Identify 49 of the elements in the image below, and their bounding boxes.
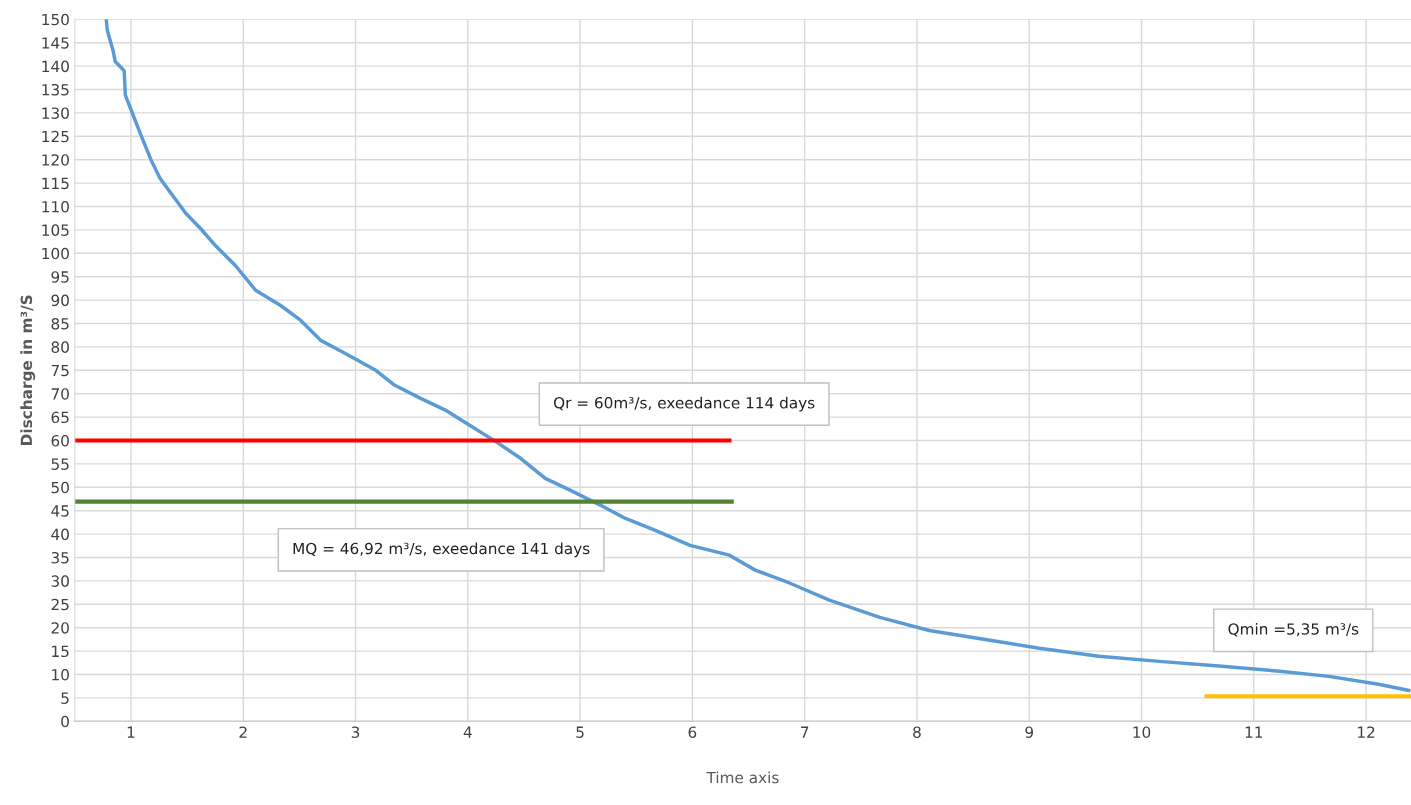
y-tick-label: 25 (51, 598, 69, 611)
y-tick-label: 60 (51, 434, 69, 447)
annotation: Qr = 60m³/s, exeedance 114 days (553, 396, 815, 412)
y-tick-label: 140 (42, 60, 69, 73)
y-tick-label: 90 (51, 294, 69, 307)
y-tick-label: 45 (51, 505, 69, 517)
x-tick-label: 10 (1133, 726, 1151, 738)
x-tick-label: 3 (351, 726, 360, 738)
y-tick-label: 135 (42, 83, 69, 96)
y-tick-label: 80 (51, 341, 69, 353)
x-tick-label: 8 (913, 726, 921, 738)
y-tick-label: 40 (51, 528, 69, 541)
y-tick-label: 115 (42, 177, 69, 190)
y-tick-label: 145 (42, 37, 69, 49)
x-tick-label: 4 (463, 726, 472, 738)
y-axis-title: Discharge in m³/S (20, 295, 36, 445)
y-tick-label: 105 (42, 224, 69, 236)
x-tick-label: 9 (1025, 726, 1034, 738)
y-tick-label: 100 (42, 247, 69, 260)
y-tick-label: 125 (42, 130, 69, 143)
annotation: MQ = 46,92 m³/s, exeedance 141 days (293, 542, 590, 558)
y-tick-label: 85 (51, 317, 69, 330)
y-tick-label: 65 (51, 411, 69, 424)
y-tick-label: 130 (42, 107, 69, 119)
x-axis-title: Time axis (706, 771, 779, 784)
y-tick-label: 50 (51, 481, 69, 494)
x-tick-label: 1 (127, 726, 135, 738)
y-tick-label: 70 (51, 388, 69, 400)
x-tick-label: 5 (576, 726, 584, 738)
y-tick-label: 10 (52, 668, 69, 681)
x-tick-label: 7 (801, 726, 809, 738)
y-tick-label: 110 (42, 200, 69, 213)
annotation: Qmin =5,35 m³/s (1228, 622, 1359, 637)
x-tick-label: 2 (239, 726, 247, 738)
y-tick-label: 55 (51, 458, 69, 470)
x-tick-label: 6 (688, 726, 697, 738)
y-tick-label: 30 (51, 575, 69, 587)
y-tick-label: 75 (51, 364, 69, 377)
y-tick-label: 95 (51, 271, 69, 283)
y-tick-label: 0 (61, 715, 69, 728)
y-tick-label: 120 (42, 154, 69, 166)
x-tick-label: 12 (1358, 726, 1375, 738)
y-tick-label: 150 (42, 13, 69, 26)
y-tick-label: 20 (51, 622, 69, 634)
y-tick-label: 15 (52, 645, 69, 658)
y-tick-label: 35 (51, 551, 69, 564)
line-series (104, 19, 1411, 693)
x-tick-label: 11 (1245, 726, 1263, 738)
y-tick-label: 5 (61, 692, 69, 704)
